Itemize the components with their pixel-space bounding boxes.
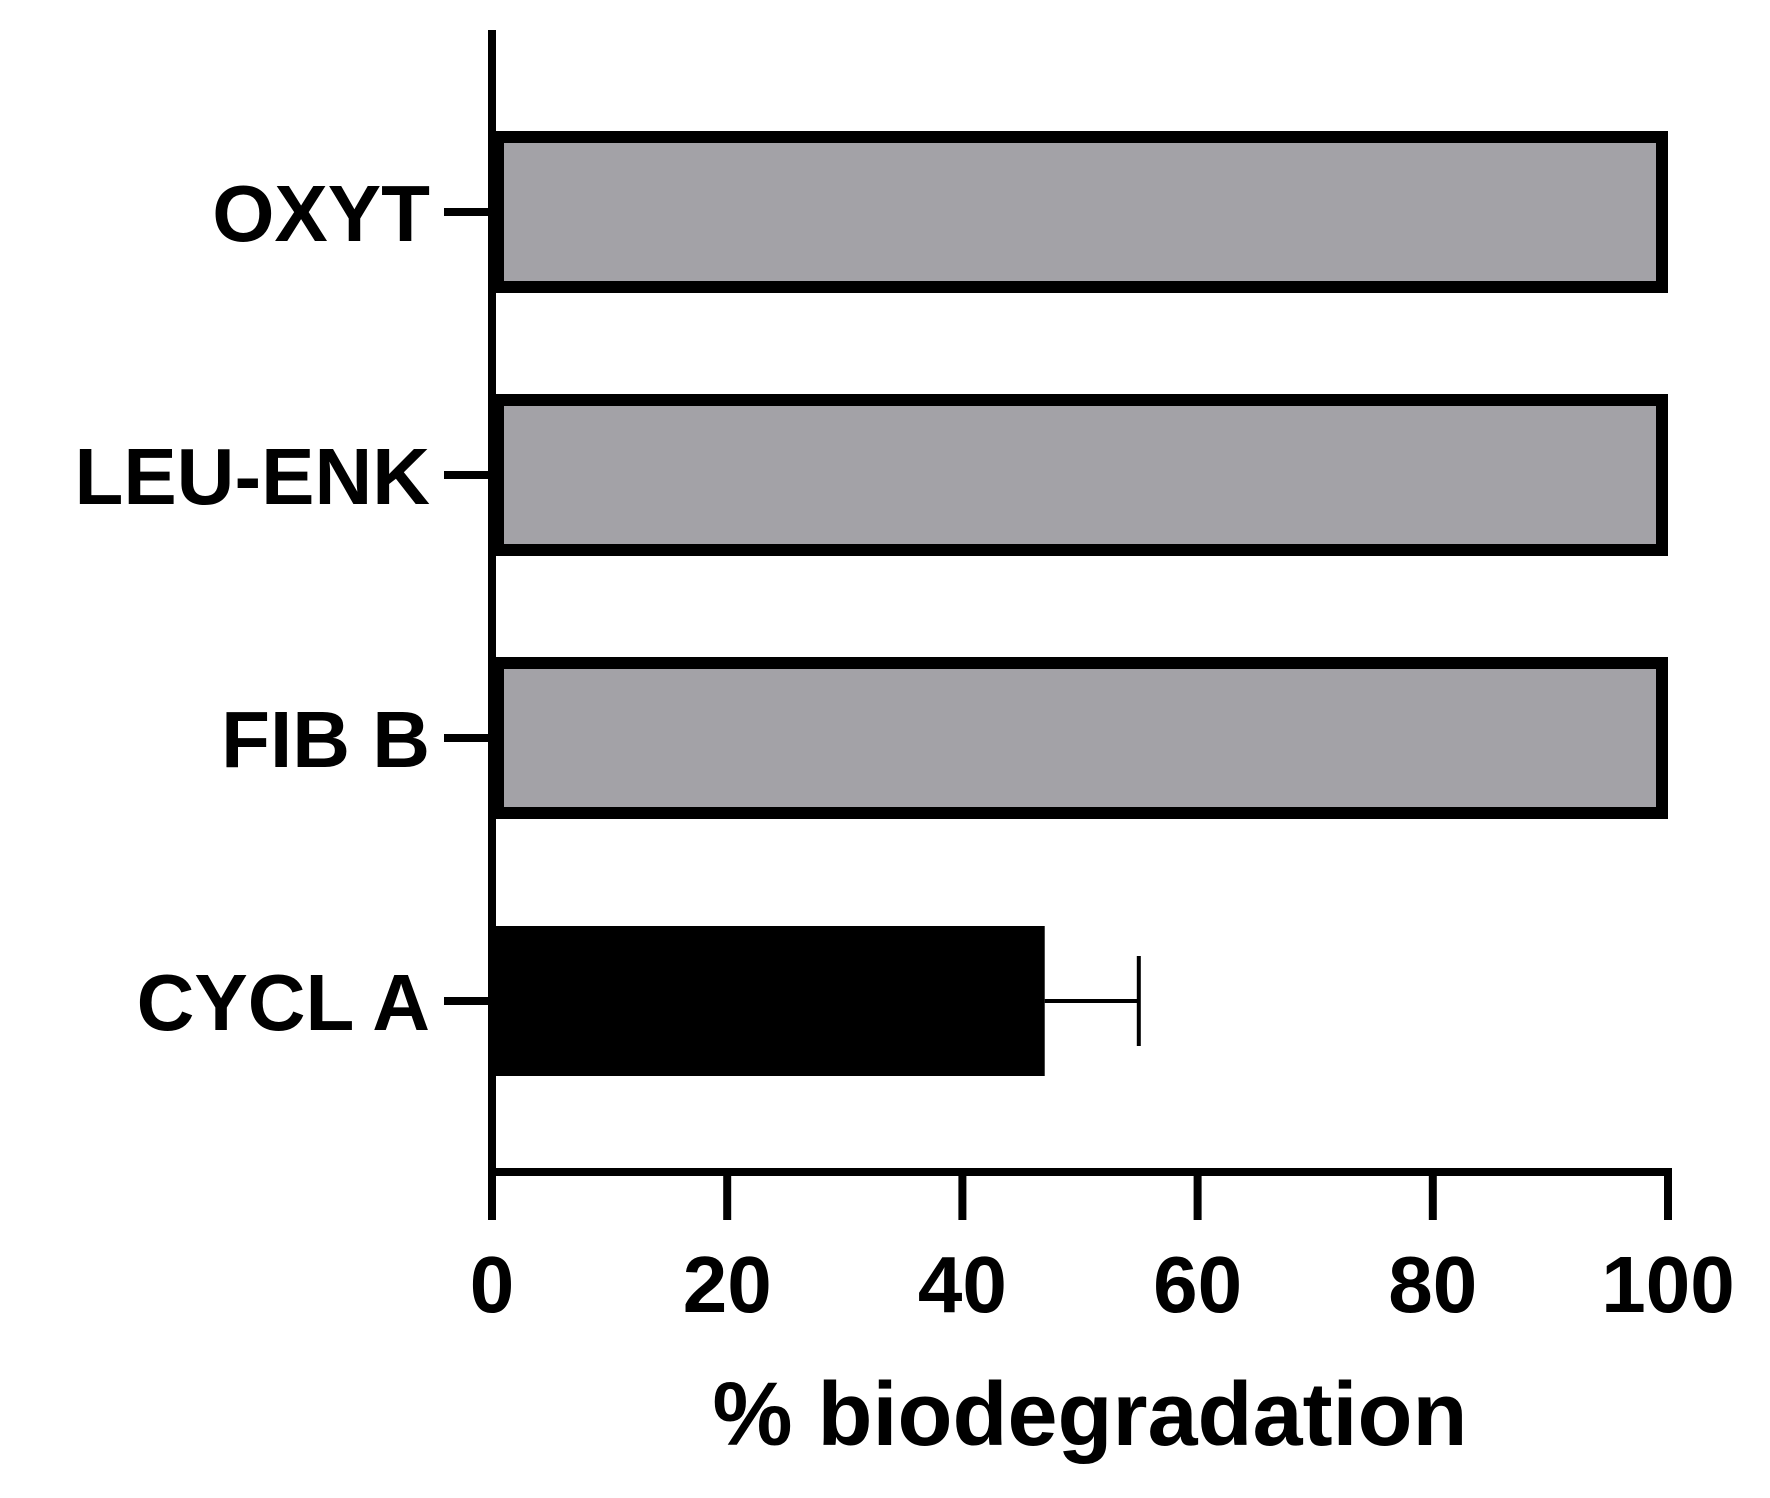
category-label: FIB B xyxy=(221,695,430,784)
x-tick-label: 0 xyxy=(470,1240,515,1329)
labels: OXYT LEU-ENK FIB B CYCL A 0 20 40 60 80 100 xyxy=(74,169,1734,1329)
x-axis-title: % biodegradation xyxy=(712,1365,1467,1465)
axes xyxy=(444,30,1672,1220)
x-tick-label: 20 xyxy=(683,1240,772,1329)
bar-oxyt xyxy=(492,131,1668,293)
bars xyxy=(492,131,1668,1076)
x-tick-label: 80 xyxy=(1388,1240,1477,1329)
bar-leu-enk xyxy=(492,394,1668,556)
bar-cycl-a xyxy=(492,926,1045,1076)
x-tick-label: 60 xyxy=(1153,1240,1242,1329)
bar-fib-b xyxy=(492,657,1668,819)
x-tick-label: 40 xyxy=(918,1240,1007,1329)
category-label: CYCL A xyxy=(137,958,430,1047)
category-label: LEU-ENK xyxy=(74,432,430,521)
category-label: OXYT xyxy=(212,169,430,258)
x-tick-label: 100 xyxy=(1601,1240,1734,1329)
error-bar-cycl-a xyxy=(1044,956,1141,1046)
